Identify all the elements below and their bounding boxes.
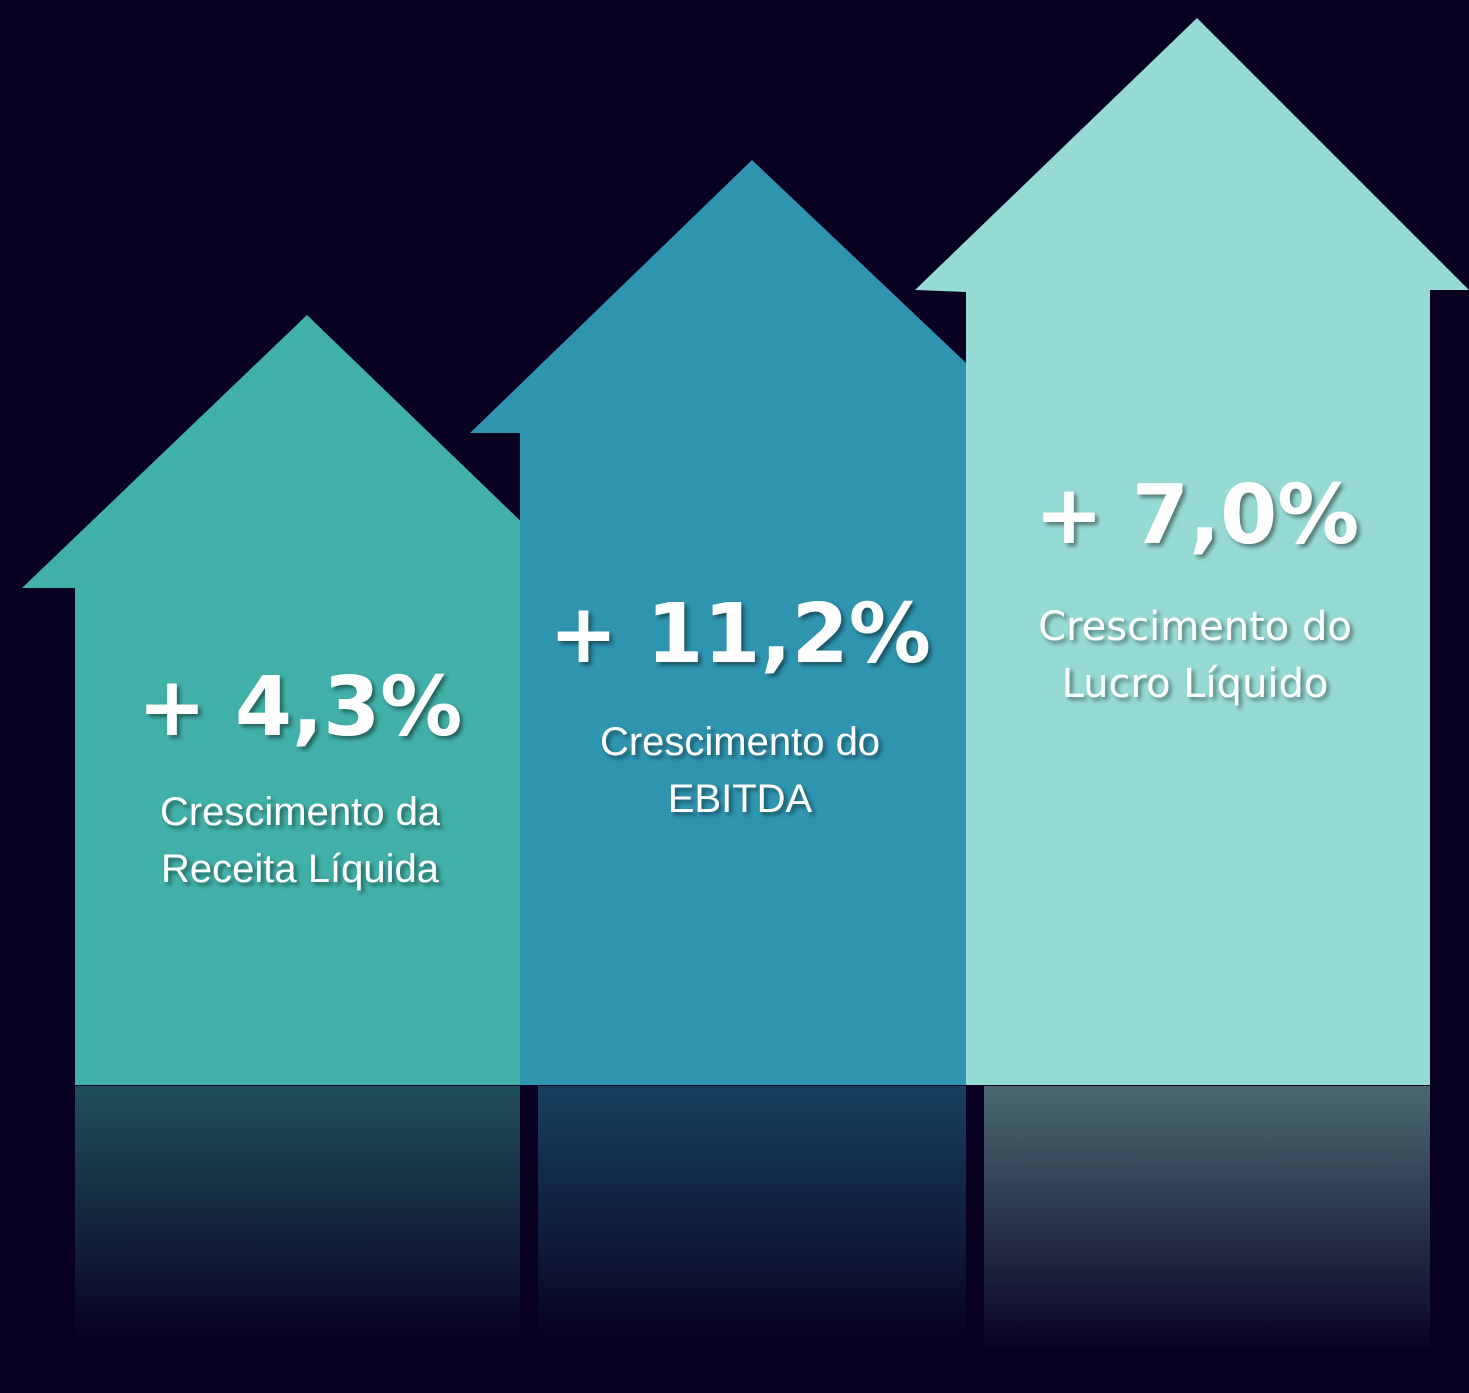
label: EBITDA [668,777,813,821]
value: + 7,0% [1035,468,1360,563]
reflection [75,1086,520,1346]
label: Lucro Líquido [1062,661,1329,707]
value: + 11,2% [549,587,931,682]
reflection [984,1086,1430,1346]
label: Crescimento do [1038,604,1352,650]
label: Receita Líquida [161,847,440,891]
value: + 4,3% [138,660,463,755]
label: Crescimento da [160,790,441,834]
label: Crescimento do [600,720,880,764]
arrow [22,315,590,1085]
arrow [915,18,1469,1085]
arrow [470,160,1040,1085]
reflection [538,1086,966,1346]
